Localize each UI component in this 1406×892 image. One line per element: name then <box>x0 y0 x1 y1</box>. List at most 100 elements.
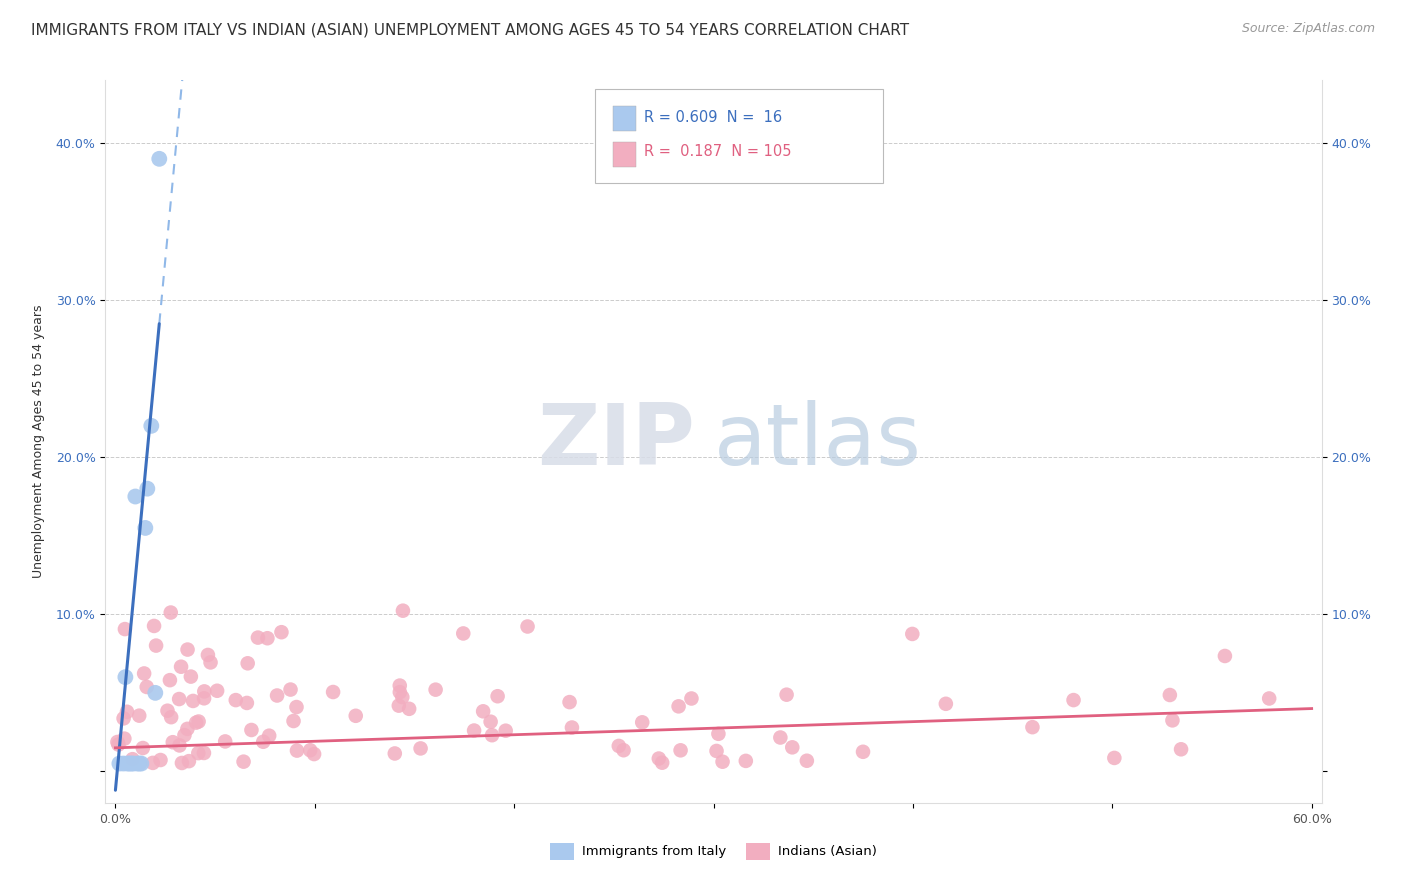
Point <box>769 731 792 745</box>
Point <box>159 606 181 620</box>
Point <box>285 700 308 714</box>
Point <box>128 756 150 771</box>
Point <box>135 680 157 694</box>
Point <box>299 743 322 757</box>
Point <box>285 743 308 757</box>
Point <box>561 721 583 735</box>
Point <box>134 521 156 535</box>
Point <box>711 755 734 769</box>
Point <box>486 690 509 704</box>
Point <box>558 695 581 709</box>
Point <box>132 741 155 756</box>
Point <box>495 723 517 738</box>
Point <box>177 754 200 768</box>
Point <box>270 625 292 640</box>
Point <box>451 626 474 640</box>
Point <box>681 691 703 706</box>
Point <box>796 754 818 768</box>
Point <box>280 682 302 697</box>
Text: ZIP: ZIP <box>537 400 696 483</box>
Point <box>193 691 215 706</box>
Point <box>145 639 167 653</box>
Point <box>631 715 654 730</box>
Point <box>668 699 690 714</box>
Y-axis label: Unemployment Among Ages 45 to 54 years: Unemployment Among Ages 45 to 54 years <box>32 305 45 578</box>
Point <box>302 747 325 761</box>
Point <box>935 697 957 711</box>
Point <box>134 666 156 681</box>
Point <box>122 756 145 771</box>
Point <box>142 756 165 770</box>
Point <box>1104 751 1126 765</box>
Point <box>256 631 278 645</box>
Point <box>734 754 756 768</box>
Point <box>107 738 129 752</box>
Point <box>148 152 170 166</box>
Point <box>344 708 367 723</box>
Point <box>651 756 673 770</box>
Point <box>391 690 413 705</box>
Point <box>143 686 166 700</box>
Point <box>266 689 288 703</box>
Point <box>463 723 485 738</box>
Point <box>115 705 138 719</box>
Point <box>176 722 198 736</box>
Legend: Immigrants from Italy, Indians (Asian): Immigrants from Italy, Indians (Asian) <box>546 838 882 865</box>
Point <box>143 619 166 633</box>
Point <box>112 756 135 771</box>
Point <box>1021 720 1043 734</box>
Point <box>117 756 139 771</box>
Point <box>775 688 797 702</box>
Point <box>1063 693 1085 707</box>
Point <box>120 756 142 771</box>
Point <box>252 735 274 749</box>
Point <box>141 418 163 433</box>
Point <box>193 746 215 760</box>
Point <box>187 746 209 760</box>
Point <box>409 741 432 756</box>
Point <box>118 756 141 771</box>
Point <box>159 673 181 688</box>
Point <box>214 734 236 748</box>
Point <box>283 714 305 728</box>
Point <box>149 753 172 767</box>
Point <box>127 756 149 771</box>
Point <box>232 755 254 769</box>
Point <box>384 747 406 761</box>
Point <box>200 656 222 670</box>
Point <box>479 714 502 729</box>
Point <box>107 735 129 749</box>
Point <box>1161 714 1184 728</box>
Point <box>169 739 191 753</box>
Point <box>131 756 153 771</box>
Point <box>173 728 195 742</box>
Point <box>205 683 228 698</box>
Point <box>167 692 190 706</box>
Point <box>648 751 671 765</box>
Point <box>162 735 184 749</box>
Point <box>225 693 247 707</box>
Point <box>392 604 415 618</box>
Point <box>246 631 269 645</box>
Point <box>481 728 503 742</box>
Point <box>1159 688 1181 702</box>
Point <box>388 679 411 693</box>
Point <box>128 708 150 723</box>
Point <box>707 727 730 741</box>
Point <box>236 696 259 710</box>
Point <box>121 752 143 766</box>
Point <box>124 490 146 504</box>
Point <box>108 756 131 771</box>
Point <box>236 657 259 671</box>
Point <box>780 740 803 755</box>
Point <box>136 482 159 496</box>
Point <box>170 659 193 673</box>
Point <box>180 670 202 684</box>
Point <box>852 745 875 759</box>
Point <box>388 698 411 713</box>
Point <box>197 648 219 662</box>
Text: Source: ZipAtlas.com: Source: ZipAtlas.com <box>1241 22 1375 36</box>
Point <box>388 685 411 699</box>
Point <box>425 682 447 697</box>
Text: IMMIGRANTS FROM ITALY VS INDIAN (ASIAN) UNEMPLOYMENT AMONG AGES 45 TO 54 YEARS C: IMMIGRANTS FROM ITALY VS INDIAN (ASIAN) … <box>31 22 910 37</box>
